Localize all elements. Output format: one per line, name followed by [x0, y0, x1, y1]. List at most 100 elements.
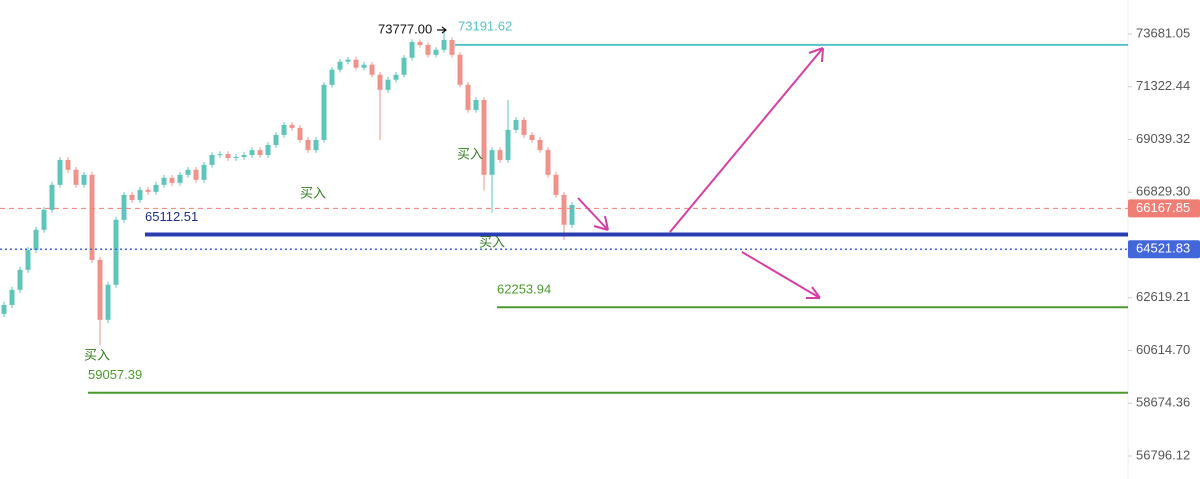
- candle-body: [281, 124, 287, 135]
- level-label: 59057.39: [88, 367, 142, 382]
- candle-body: [553, 174, 559, 195]
- candle-body: [57, 159, 63, 185]
- candle-body: [233, 156, 239, 158]
- annotation: 买入: [457, 146, 483, 161]
- candle-body: [185, 169, 191, 175]
- candle-body: [409, 41, 415, 58]
- annotation: 买入: [479, 234, 505, 249]
- candle-body: [225, 154, 231, 158]
- candle-body: [177, 174, 183, 183]
- candle-body: [521, 119, 527, 135]
- candle-body: [33, 229, 39, 251]
- candle-body: [217, 154, 223, 156]
- candle-body: [441, 40, 447, 50]
- candle-body: [89, 174, 95, 260]
- y-tick-label: 69039.32: [1136, 131, 1190, 146]
- candle-body: [73, 169, 79, 185]
- candle-body: [465, 84, 471, 110]
- y-tick-label: 56796.12: [1136, 447, 1190, 462]
- candle-body: [161, 177, 167, 185]
- candle-body: [145, 189, 151, 192]
- candle-body: [417, 41, 423, 45]
- arrow: [741, 251, 821, 299]
- annotation: 买入: [84, 347, 110, 362]
- candle-body: [313, 139, 319, 151]
- candle-body: [393, 74, 399, 80]
- candle-body: [1, 304, 7, 314]
- price-badge-label: 66167.85: [1136, 200, 1190, 215]
- candle-body: [569, 204, 575, 225]
- candle-body: [81, 174, 87, 185]
- arrow: [669, 47, 824, 233]
- candles: [1, 31, 575, 346]
- levels: 73191.62 66167.85 65112.51 64521.83 62253.94…: [0, 18, 1200, 394]
- arrow: [577, 197, 609, 231]
- candle-body: [361, 64, 367, 68]
- candle-body: [489, 150, 495, 175]
- candle-body: [337, 61, 343, 70]
- candle-body: [129, 194, 135, 200]
- candle-body: [137, 189, 143, 200]
- candle-body: [169, 177, 175, 183]
- price-badge-label: 64521.83: [1136, 241, 1190, 256]
- candle-body: [249, 150, 255, 155]
- candle-body: [113, 219, 119, 285]
- y-tick-label: 62619.21: [1136, 289, 1190, 304]
- level-label: 73191.62: [458, 18, 512, 33]
- price-badge: [1128, 240, 1200, 259]
- price-badge: [1128, 199, 1200, 218]
- candle-body: [433, 49, 439, 55]
- candle-body: [9, 289, 15, 305]
- candle-body: [329, 69, 335, 85]
- candle-body: [209, 154, 215, 165]
- level-label: 62253.94: [497, 282, 551, 297]
- annotation: 买入: [300, 185, 326, 200]
- candle-body: [201, 164, 207, 180]
- candle-body: [425, 44, 431, 55]
- candle-body: [65, 159, 71, 170]
- candle-body: [41, 209, 47, 230]
- y-tick-label: 71322.44: [1136, 78, 1190, 93]
- candle-body: [353, 59, 359, 68]
- candle-body: [241, 154, 247, 157]
- candle-body: [505, 129, 511, 160]
- high-label: 73777.00: [378, 21, 432, 36]
- candle-body: [481, 100, 487, 175]
- candle-body: [561, 194, 567, 225]
- candle-body: [305, 139, 311, 151]
- candle-body: [289, 124, 295, 128]
- candle-body: [273, 134, 279, 146]
- candle-body: [265, 145, 271, 155]
- candle-body: [297, 127, 303, 140]
- candle-body: [537, 139, 543, 151]
- candle-body: [385, 79, 391, 90]
- candle-body: [457, 54, 463, 85]
- candle-body: [497, 150, 503, 160]
- candle-body: [257, 150, 263, 155]
- candle-body: [121, 194, 127, 220]
- candle-body: [513, 119, 519, 130]
- y-tick-label: 73681.05: [1136, 25, 1190, 40]
- candle-body: [193, 169, 199, 180]
- candle-body: [369, 64, 375, 75]
- candle-body: [473, 100, 479, 110]
- level-label: 65112.51: [145, 209, 198, 224]
- candle-body: [529, 134, 535, 140]
- arrows: [577, 47, 824, 299]
- candle-body: [321, 84, 327, 140]
- high-arrow: [437, 26, 447, 34]
- candle-body: [401, 57, 407, 75]
- candle-body: [105, 284, 111, 320]
- candle-body: [153, 184, 159, 192]
- candle-body: [17, 269, 23, 290]
- y-tick-label: 66829.30: [1136, 184, 1190, 199]
- candle-body: [449, 40, 455, 55]
- candle-body: [97, 259, 103, 320]
- candle-body: [49, 184, 55, 210]
- candle-body: [345, 59, 351, 62]
- candle-body: [25, 250, 31, 270]
- candle-body: [377, 74, 383, 90]
- y-tick-label: 60614.70: [1136, 342, 1190, 357]
- candle-body: [545, 150, 551, 175]
